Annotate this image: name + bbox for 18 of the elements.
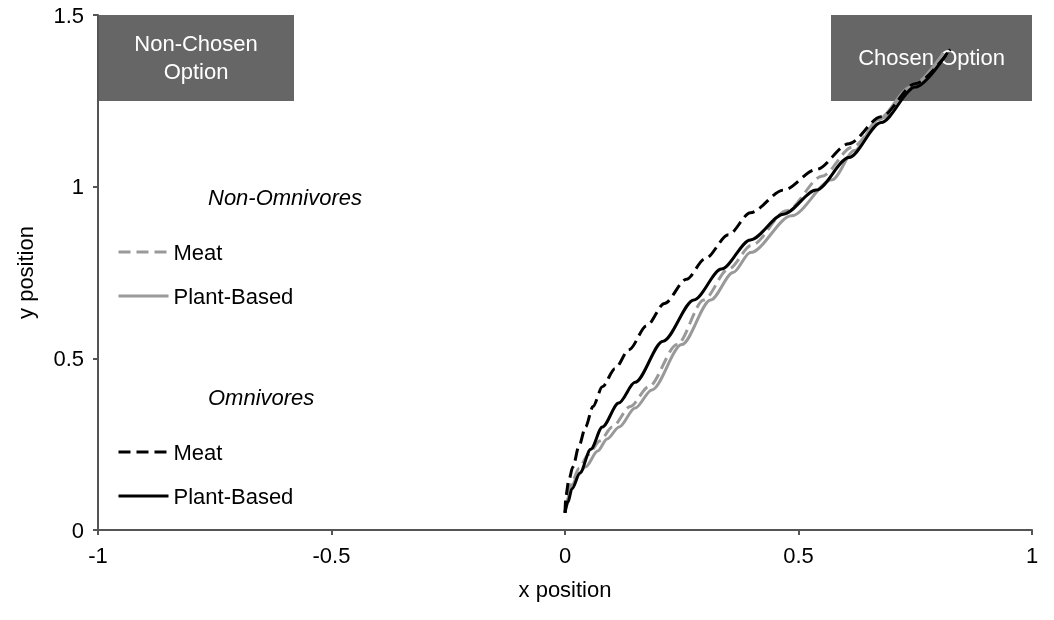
option-box: Non-Chosen Option [98,15,295,101]
x-tick-label: 0 [558,542,572,568]
legend-label: Meat [173,239,223,265]
legend-label: Plant-Based [173,283,294,309]
x-tick-label: 0.5 [783,542,814,568]
x-tick-label: -1 [88,542,108,568]
x-axis-title: x position [518,576,612,602]
x-tick-label: 1 [1025,542,1039,568]
legend-label: Meat [173,439,223,465]
y-axis-title: y position [12,226,38,319]
y-tick-label: 1 [71,174,84,200]
x-tick-label: -0.5 [312,542,351,568]
y-tick-label: 1.5 [53,2,84,28]
y-tick-label: 0.5 [53,345,84,371]
y-tick-label: 0 [71,517,84,543]
annotation: Omnivores [208,384,315,410]
legend-label: Plant-Based [173,483,294,509]
annotation: Non-Omnivores [208,184,363,210]
